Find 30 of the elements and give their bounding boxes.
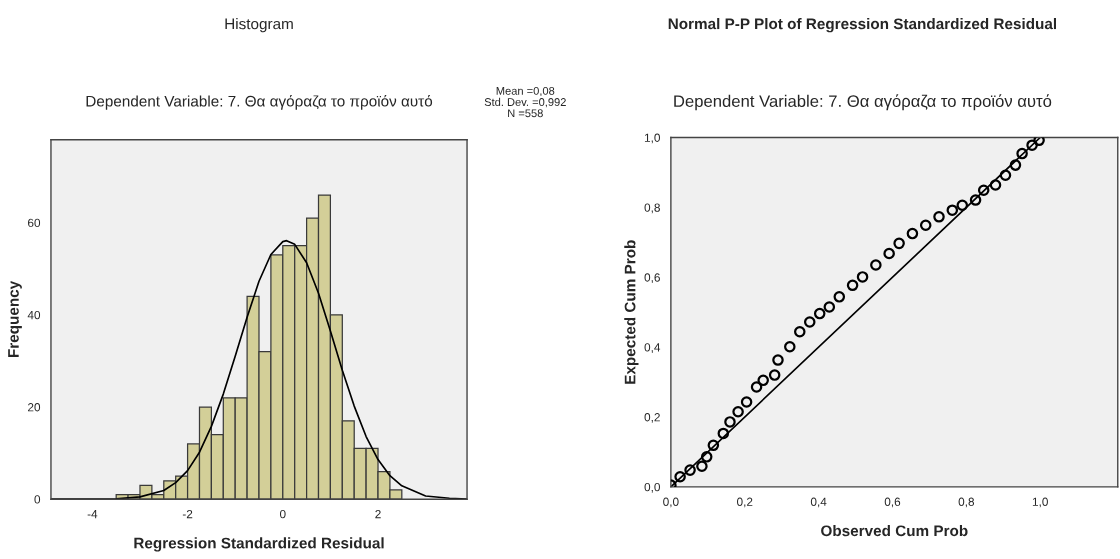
y-tick-label: 0,4 xyxy=(644,343,661,353)
y-tick-label: 60 xyxy=(28,218,41,228)
y-tick-label: 20 xyxy=(28,403,41,412)
y-axis-title: Frequency xyxy=(8,280,22,358)
x-tick-label: -4 xyxy=(87,510,98,519)
y-tick-label: 0,2 xyxy=(644,413,660,423)
y-tick-label: 1,0 xyxy=(644,133,660,144)
text: N =558 xyxy=(508,109,543,118)
y-tick-label: 40 xyxy=(27,310,41,320)
x-axis-title: Regression Standardized Residual xyxy=(134,537,384,552)
x-axis-title: Observed Cum Prob xyxy=(821,524,968,537)
text: Std. Dev. =0,992 xyxy=(484,97,566,108)
x-tick-label: 0,8 xyxy=(958,497,975,508)
chart-title: Histogram xyxy=(225,18,293,33)
x-tick-label: -2 xyxy=(182,509,193,519)
x-tick-label: 0,2 xyxy=(737,497,753,508)
text: Mean =0,08 xyxy=(496,86,555,97)
x-tick-label: 0,0 xyxy=(663,497,679,508)
y-axis-title: Expected Cum Prob xyxy=(624,240,639,384)
x-tick-label: 0 xyxy=(279,509,286,519)
x-tick-label: 1,0 xyxy=(1032,497,1048,508)
chart-title: Normal P-P Plot of Regression Standardized Residual xyxy=(668,18,1057,33)
x-tick-label: 0,6 xyxy=(884,497,901,508)
chart-subtitle: Dependent Variable: 7. Θα αγόραζα το προϊόν αυτό xyxy=(674,94,1052,111)
y-tick-label: 0,8 xyxy=(644,203,660,214)
chart-subtitle: Dependent Variable: 7. Θα αγόραζα το προϊόν αυτό xyxy=(86,94,433,110)
y-tick-label: 0,6 xyxy=(644,273,660,284)
y-tick-label: 0,0 xyxy=(644,482,660,493)
x-tick-label: 2 xyxy=(375,509,381,519)
x-tick-label: 0,4 xyxy=(810,497,827,508)
